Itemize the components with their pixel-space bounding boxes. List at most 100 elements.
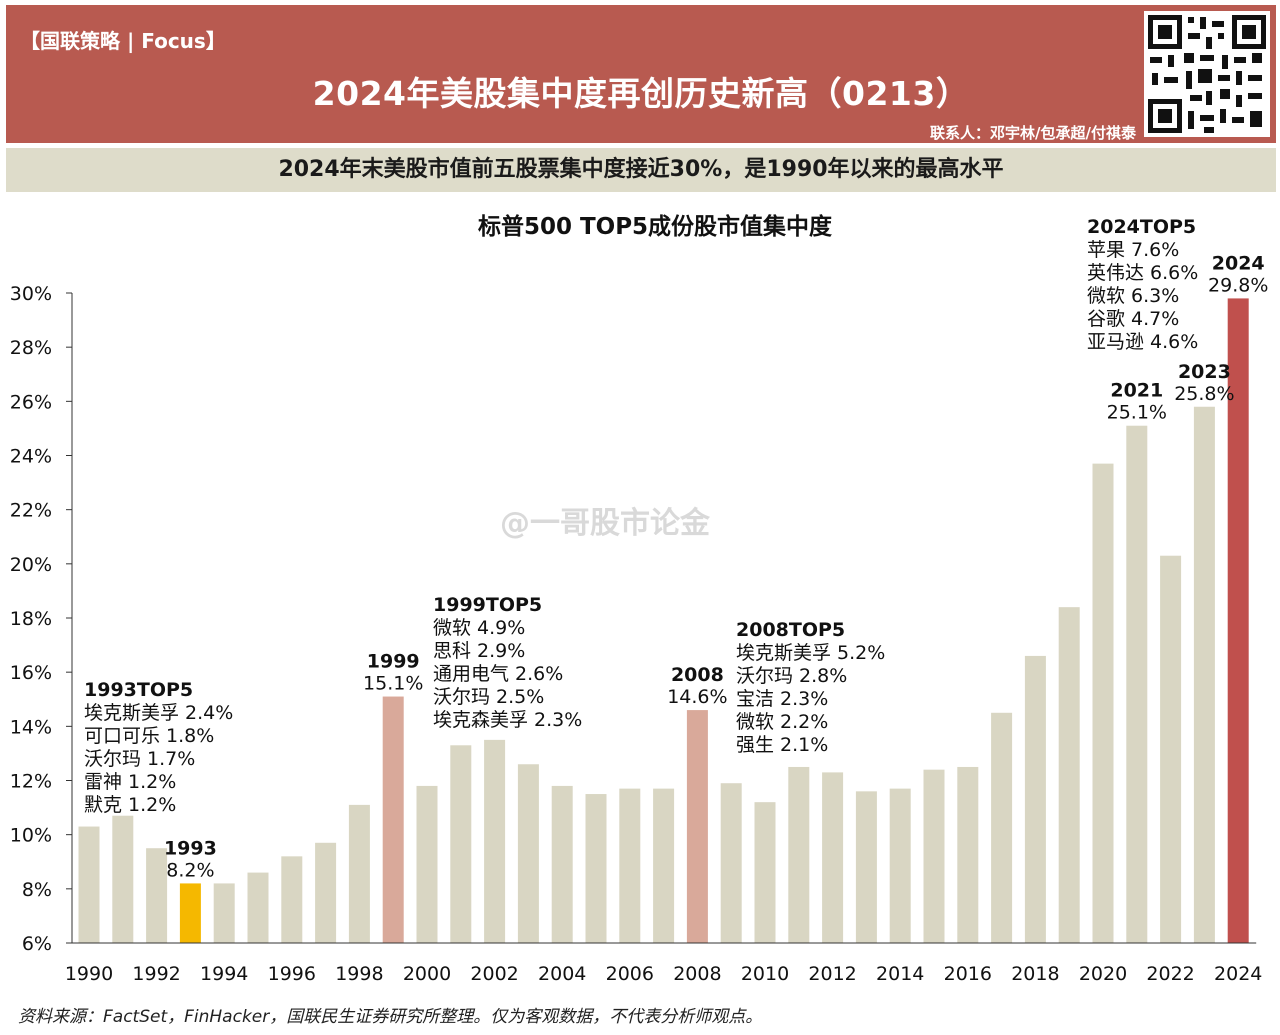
annotation-item: 沃尔玛 2.5% — [433, 686, 544, 708]
x-tick-label: 1996 — [268, 963, 316, 985]
bar-2022 — [1160, 555, 1182, 943]
annotation-title: 1993TOP5 — [84, 679, 193, 701]
value-label-year-2008: 2008 — [671, 664, 724, 686]
y-tick-label: 6% — [22, 933, 52, 955]
bar-2010 — [754, 802, 776, 943]
value-label-value-2021: 25.1% — [1107, 402, 1167, 424]
x-tick-label: 1994 — [200, 963, 248, 985]
y-axis: 6% 8% 10% 12% 14% 16% 18% 20% 22% 24% 26% 28% 30% — [10, 283, 73, 955]
qr-code-icon — [1144, 11, 1270, 137]
header-banner: 【国联策略 | Focus】 2024年美股集中度再创历史新高（0213） 联系… — [6, 5, 1276, 143]
y-tick-label: 28% — [10, 337, 52, 359]
annotation-item: 微软 4.9% — [433, 617, 525, 639]
bar-2007 — [653, 788, 675, 943]
bar-1994 — [213, 883, 235, 943]
bar-2020 — [1092, 463, 1114, 943]
bar-2012 — [822, 772, 844, 943]
bar-2004 — [551, 785, 573, 943]
annotation-item: 微软 2.2% — [736, 711, 828, 733]
annotation-item: 强生 2.1% — [736, 734, 828, 756]
annotation-item: 英伟达 6.6% — [1087, 262, 1198, 284]
value-label-year-1999: 1999 — [367, 651, 420, 673]
bar-2002 — [484, 739, 506, 943]
annotation-item: 思科 2.9% — [433, 640, 525, 662]
bar-1991 — [112, 815, 134, 943]
page-title: 2024年美股集中度再创历史新高（0213） — [312, 74, 970, 113]
x-tick-label: 2006 — [606, 963, 654, 985]
x-tick-label: 2008 — [673, 963, 721, 985]
bar-2003 — [517, 764, 539, 943]
annotation-item: 雷神 1.2% — [84, 771, 176, 793]
y-tick-label: 16% — [10, 662, 52, 684]
value-label-value-2008: 14.6% — [667, 686, 727, 708]
bar-2005 — [585, 794, 607, 943]
annotation-item: 默克 1.2% — [84, 794, 176, 816]
x-tick-label: 1998 — [335, 963, 383, 985]
watermark-text: @一哥股市论金 — [500, 506, 710, 541]
x-tick-label: 2002 — [470, 963, 518, 985]
y-tick-label: 20% — [10, 554, 52, 576]
bar-2021 — [1126, 425, 1148, 943]
annotation-item: 埃克斯美孚 2.4% — [84, 702, 233, 724]
y-tick-label: 30% — [10, 283, 52, 305]
x-tick-label: 2012 — [808, 963, 856, 985]
annotation-item: 谷歌 4.7% — [1087, 308, 1179, 330]
annotation-title: 2008TOP5 — [736, 619, 845, 641]
x-tick-label: 2016 — [944, 963, 992, 985]
x-tick-label: 1992 — [132, 963, 180, 985]
value-label-value-2023: 25.8% — [1174, 383, 1234, 405]
bar-2014 — [889, 788, 911, 943]
bar-chart: 标普500 TOP5成份股市值集中度 6% 8% 10% 12% 14% 16% 18% 20… — [10, 213, 1269, 985]
annotation-item: 苹果 7.6% — [1087, 239, 1179, 261]
value-label-value-2024: 29.8% — [1208, 274, 1268, 296]
y-tick-label: 8% — [22, 879, 52, 901]
bar-1992 — [146, 848, 168, 943]
annotation-item: 亚马逊 4.6% — [1087, 331, 1198, 353]
bar-1998 — [348, 804, 370, 943]
source-note: 资料来源：FactSet，FinHacker，国联民生证券研究所整理。仅为客观数… — [18, 1007, 763, 1027]
bar-2009 — [720, 783, 742, 943]
bar-2015 — [923, 769, 945, 943]
bar-1995 — [247, 872, 269, 943]
y-tick-label: 26% — [10, 391, 52, 413]
x-tick-label: 2020 — [1079, 963, 1127, 985]
bar-1996 — [281, 856, 303, 943]
subtitle-banner: 2024年末美股市值前五股票集中度接近30%，是1990年以来的最高水平 — [6, 148, 1276, 192]
annotation-item: 微软 6.3% — [1087, 285, 1179, 307]
y-tick-label: 12% — [10, 771, 52, 793]
x-tick-label: 2004 — [538, 963, 586, 985]
y-tick-label: 24% — [10, 446, 52, 468]
x-tick-label: 2000 — [403, 963, 451, 985]
bar-2019 — [1058, 607, 1080, 943]
brand-label: 【国联策略 | Focus】 — [20, 29, 226, 53]
annotation-item: 宝洁 2.3% — [736, 688, 828, 710]
bar-2006 — [619, 788, 641, 943]
bar-2001 — [450, 745, 472, 943]
value-label-value-1993: 8.2% — [166, 859, 214, 881]
value-label-year-1993: 1993 — [164, 837, 217, 859]
x-tick-label: 2022 — [1146, 963, 1194, 985]
contact-info: 联系人：邓宇林/包承超/付祺泰 — [930, 124, 1136, 142]
bar-2000 — [416, 785, 438, 943]
annotation-item: 通用电气 2.6% — [433, 663, 563, 685]
y-tick-label: 10% — [10, 825, 52, 847]
annotation-title: 2024TOP5 — [1087, 216, 1196, 238]
bar-1990 — [78, 826, 100, 943]
bar-2018 — [1024, 655, 1046, 943]
value-label-value-1999: 15.1% — [363, 673, 423, 695]
annotation-item: 沃尔玛 2.8% — [736, 665, 847, 687]
annotation-item: 可口可乐 1.8% — [84, 725, 214, 747]
value-label-year-2024: 2024 — [1212, 252, 1265, 274]
x-tick-label: 2014 — [876, 963, 924, 985]
x-axis: 1990 1992 1994 1996 1998 2000 2002 2004 2006 2008… — [65, 942, 1262, 985]
value-label-year-2021: 2021 — [1110, 380, 1163, 402]
qr-code-graphic — [1144, 11, 1270, 137]
x-tick-label: 2024 — [1214, 963, 1262, 985]
bar-2013 — [855, 791, 877, 943]
